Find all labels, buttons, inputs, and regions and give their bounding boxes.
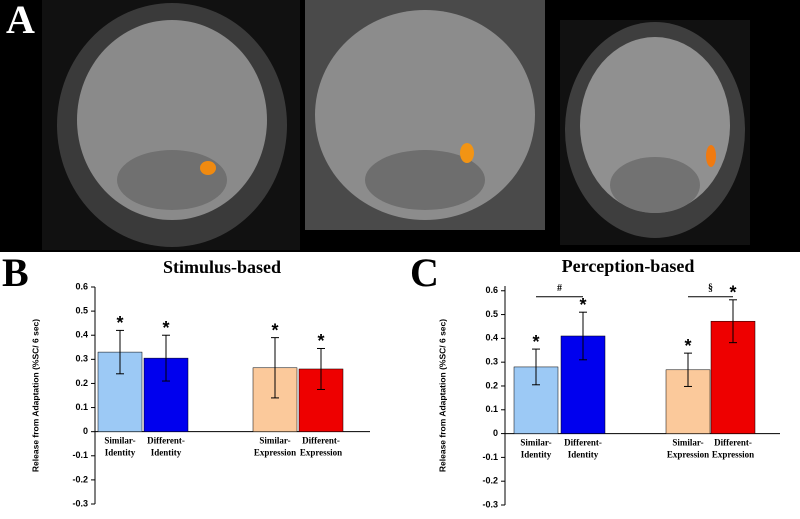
chart-title: Perception-based [562, 256, 695, 276]
cerebellum [610, 157, 700, 213]
x-tick-label: Different- [302, 436, 340, 446]
y-tick-label: 0.4 [485, 333, 498, 343]
y-tick-label: 0.5 [75, 305, 88, 315]
y-tick-label: 0.3 [485, 357, 498, 367]
panel-label: C [410, 250, 439, 295]
panel-label: B [2, 250, 29, 295]
x-tick-label: Identity [521, 450, 552, 460]
y-tick-label: 0.1 [75, 402, 88, 412]
y-tick-label: 0.4 [75, 330, 88, 340]
y-tick-label: 0 [493, 428, 498, 438]
significance-marker: * [579, 295, 586, 315]
x-tick-label: Similar- [104, 436, 135, 446]
y-tick-label: -0.3 [72, 498, 88, 508]
x-tick-label: Identity [568, 450, 599, 460]
y-tick-label: 0 [83, 426, 88, 436]
cerebellum [365, 150, 485, 210]
x-tick-label: Expression [712, 450, 754, 460]
y-tick-label: 0.1 [485, 404, 498, 414]
comparison-label: # [557, 283, 562, 294]
x-tick-label: Different- [714, 438, 752, 448]
significance-marker: * [271, 320, 278, 340]
y-axis-label: Release from Adaptation (%SC/ 6 sec) [30, 319, 40, 472]
significance-marker: * [532, 332, 539, 352]
comparison-label: § [708, 283, 713, 294]
y-tick-label: 0.2 [485, 380, 498, 390]
x-tick-label: Expression [300, 448, 342, 458]
brain [580, 37, 730, 213]
x-tick-label: Similar- [520, 438, 551, 448]
activation [200, 161, 216, 175]
x-tick-label: Similar- [259, 436, 290, 446]
y-tick-label: 0.3 [75, 354, 88, 364]
y-tick-label: 0.6 [485, 285, 498, 295]
y-tick-label: 0.5 [485, 309, 498, 319]
y-tick-label: 0.6 [75, 281, 88, 291]
y-axis-label: Release from Adaptation (%SC/ 6 sec) [437, 319, 447, 472]
significance-marker: * [729, 283, 736, 303]
activation [706, 145, 716, 167]
y-tick-label: -0.3 [482, 499, 498, 509]
significance-marker: * [116, 313, 123, 333]
x-tick-label: Identity [151, 448, 182, 458]
x-tick-label: Different- [147, 436, 185, 446]
cerebellum [117, 150, 227, 210]
chart-title: Stimulus-based [163, 257, 281, 277]
y-tick-label: -0.2 [72, 474, 88, 484]
y-tick-label: -0.1 [482, 452, 498, 462]
significance-marker: * [684, 336, 691, 356]
x-tick-label: Expression [254, 448, 296, 458]
y-tick-label: 0.2 [75, 378, 88, 388]
x-tick-label: Similar- [672, 438, 703, 448]
brain-panel: A [0, 0, 800, 252]
panel-label: A [6, 0, 35, 42]
activation [460, 143, 474, 163]
x-tick-label: Identity [105, 448, 136, 458]
significance-marker: * [317, 331, 324, 351]
y-tick-label: -0.1 [72, 450, 88, 460]
y-tick-label: -0.2 [482, 476, 498, 486]
x-tick-label: Expression [667, 450, 709, 460]
significance-marker: * [162, 318, 169, 338]
brain [315, 10, 535, 220]
x-tick-label: Different- [564, 438, 602, 448]
